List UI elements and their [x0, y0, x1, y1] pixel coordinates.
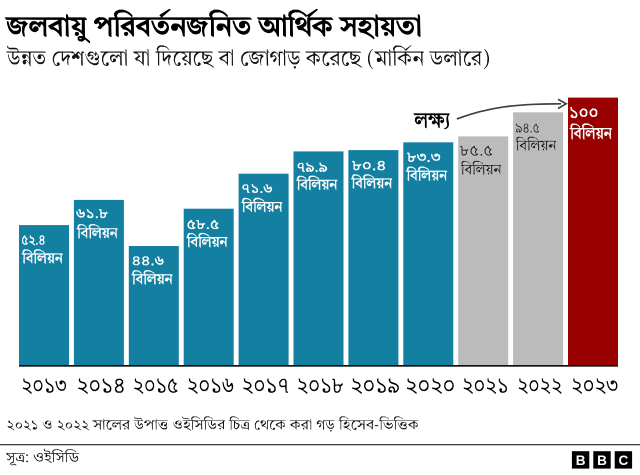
svg-text:B: B: [576, 453, 586, 468]
svg-text:C: C: [619, 453, 629, 468]
svg-text:B: B: [597, 453, 607, 468]
